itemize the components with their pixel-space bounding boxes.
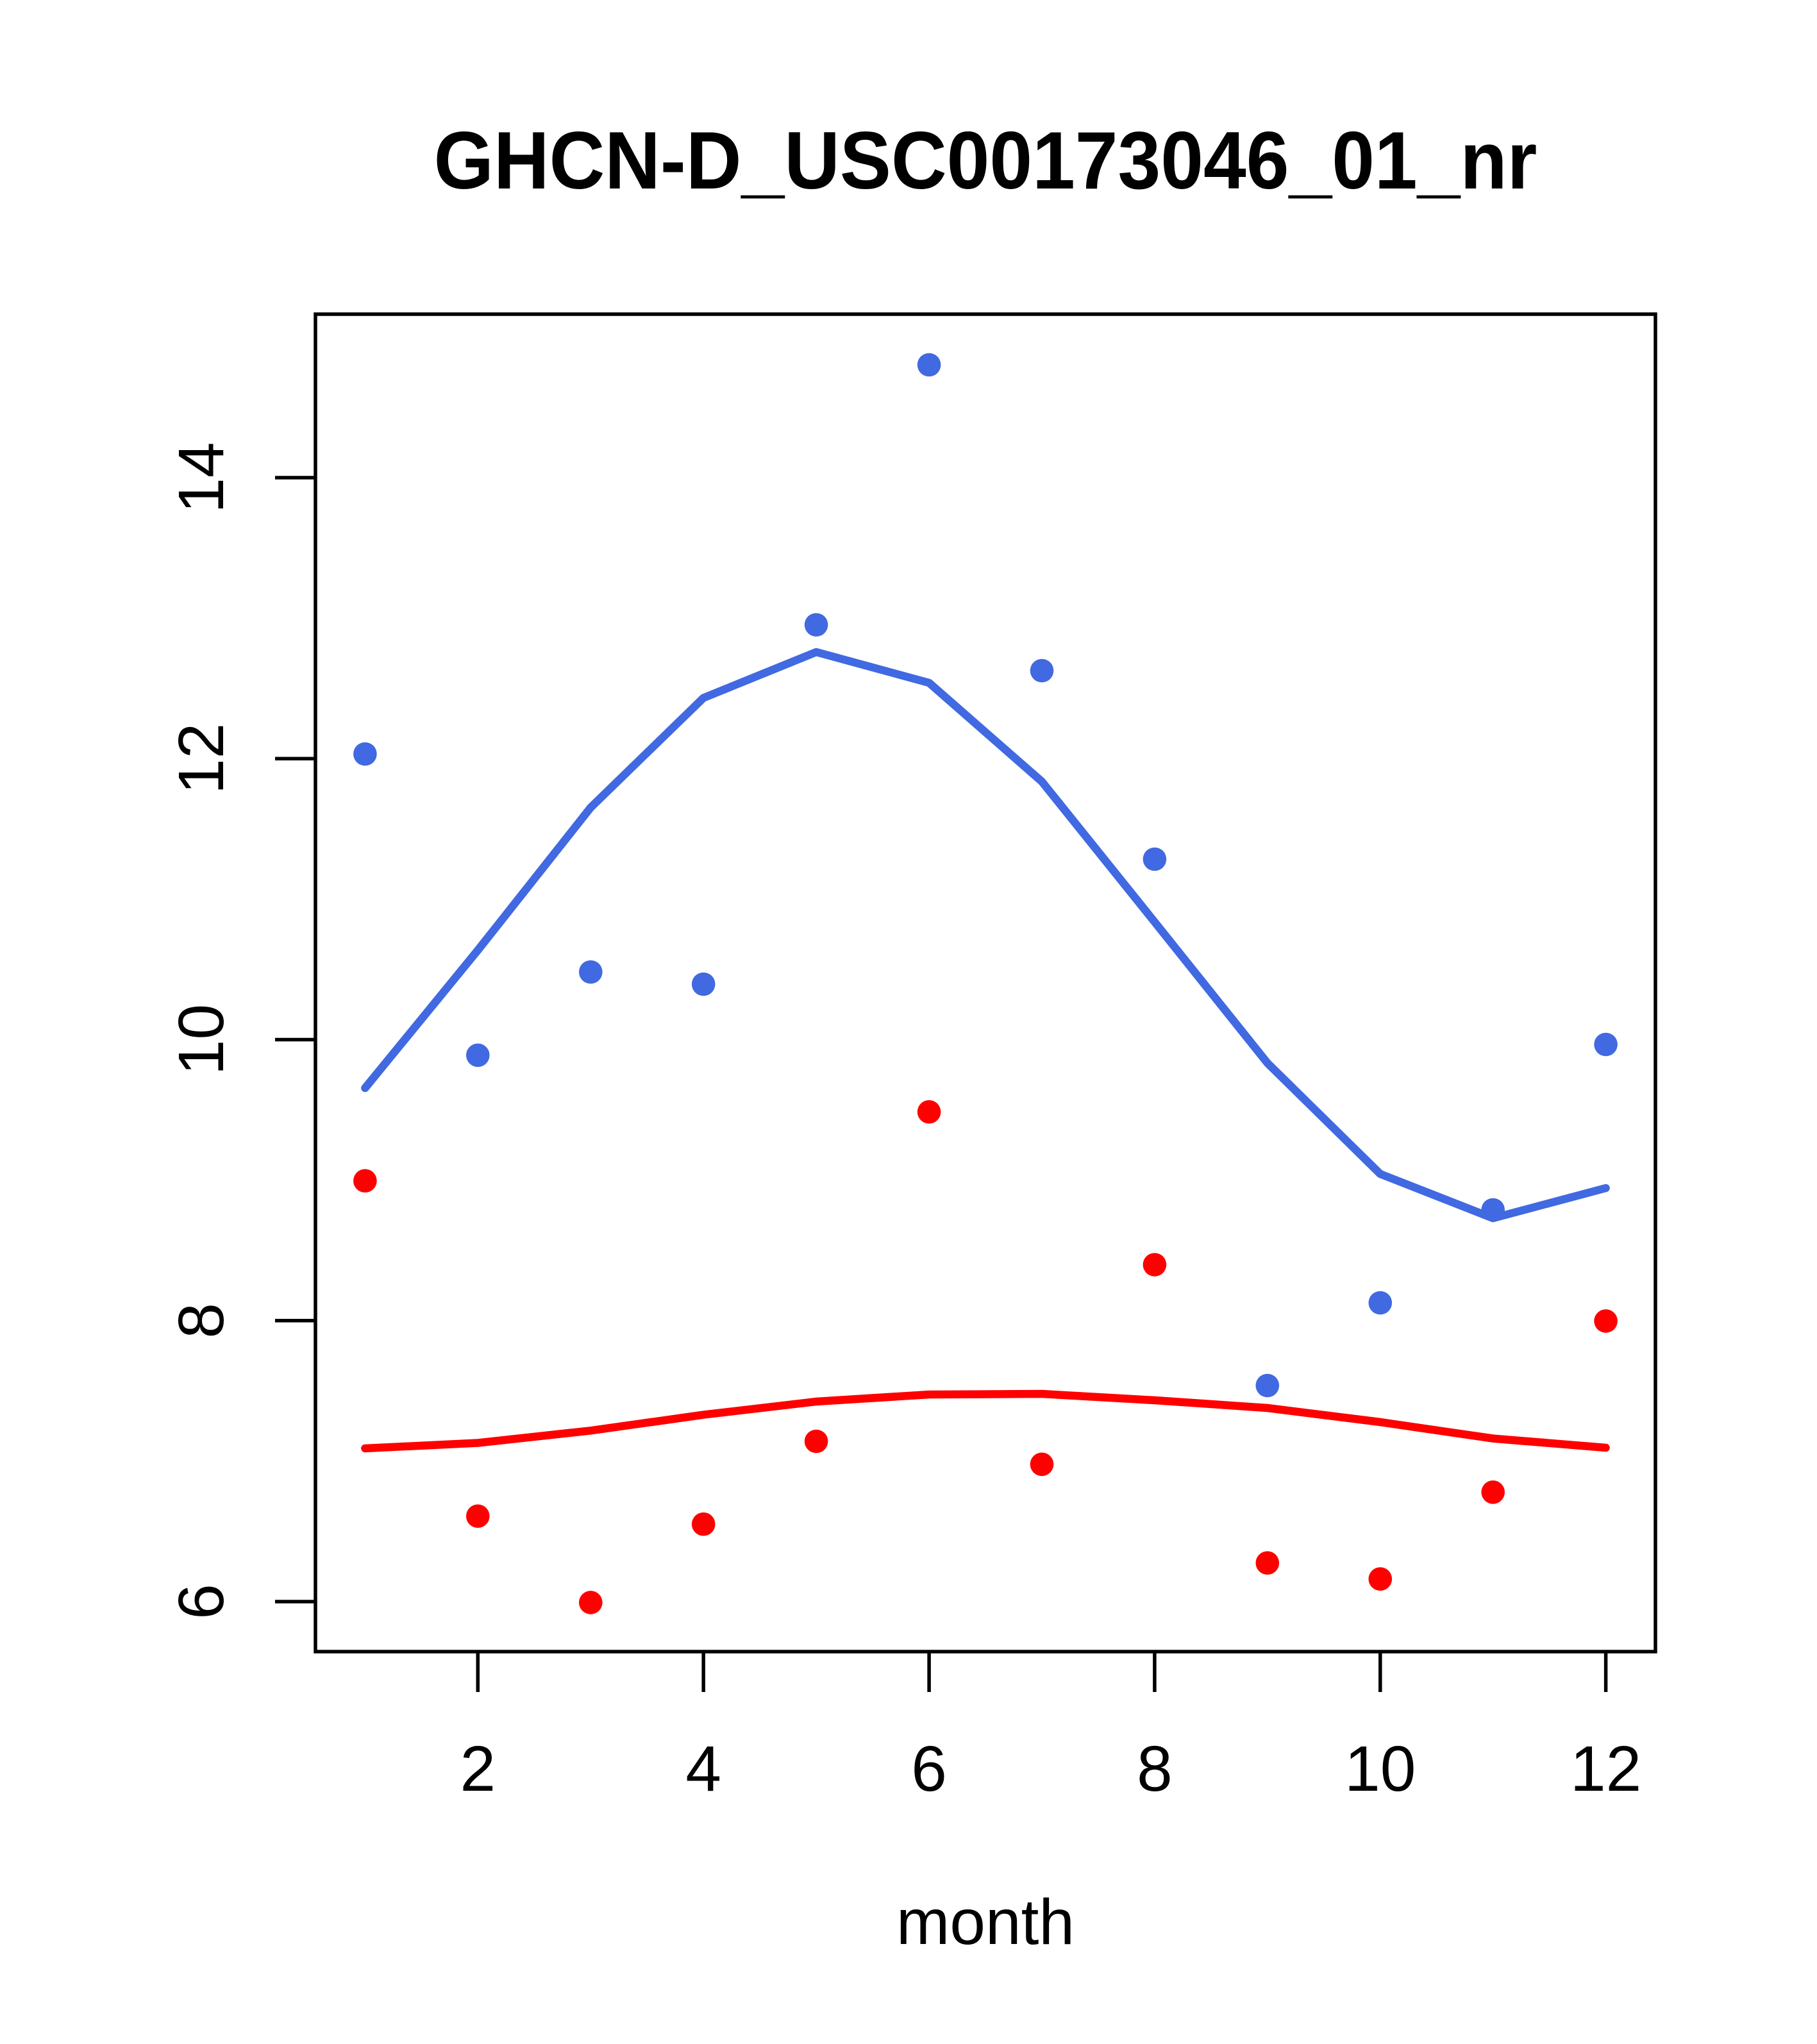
svg-text:2: 2 <box>460 1733 496 1805</box>
svg-text:14: 14 <box>165 442 237 513</box>
svg-text:6: 6 <box>165 1584 237 1620</box>
svg-text:10: 10 <box>165 1004 237 1075</box>
svg-text:8: 8 <box>165 1303 237 1339</box>
svg-text:4: 4 <box>685 1733 721 1805</box>
svg-text:month: month <box>896 1886 1075 1958</box>
svg-text:GHCN-D_USC00173046_01_nr: GHCN-D_USC00173046_01_nr <box>434 115 1537 206</box>
svg-text:12: 12 <box>165 723 237 794</box>
svg-text:8: 8 <box>1137 1733 1173 1805</box>
svg-text:6: 6 <box>911 1733 947 1805</box>
svg-text:10: 10 <box>1344 1733 1416 1805</box>
svg-text:12: 12 <box>1570 1733 1641 1805</box>
